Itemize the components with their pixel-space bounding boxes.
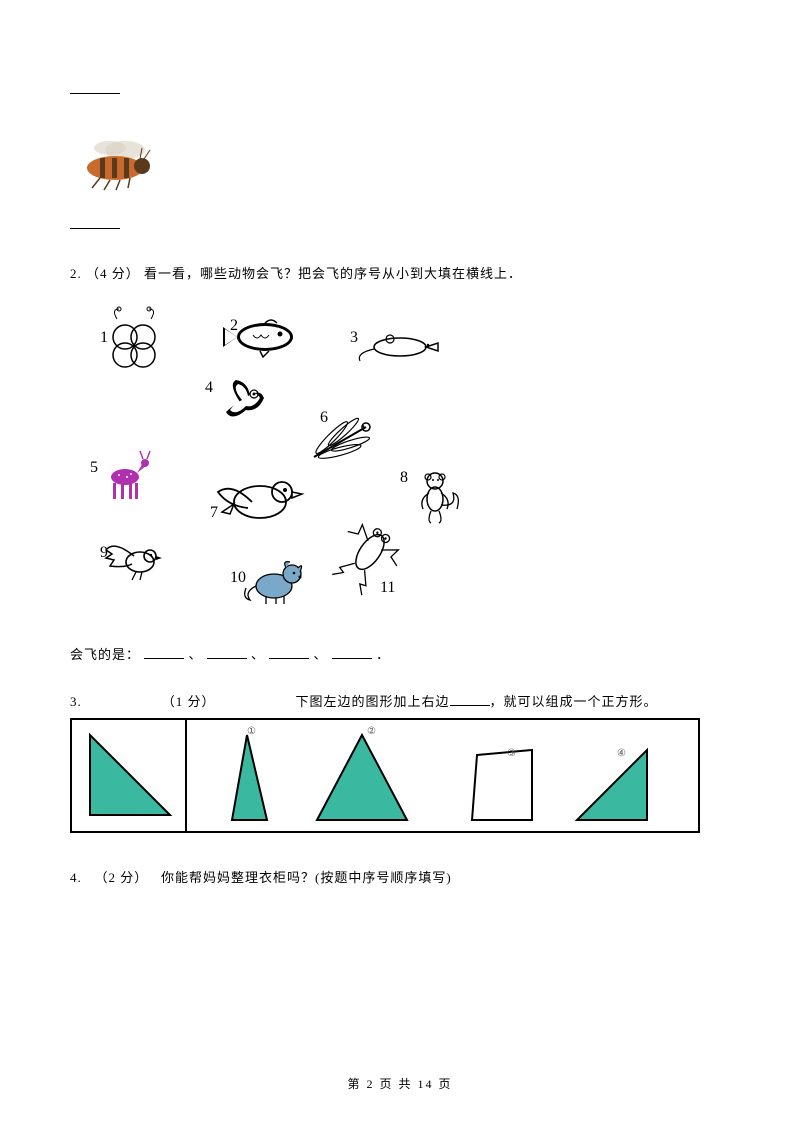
page-footer: 第 2 页 共 14 页 (0, 1075, 800, 1092)
q2-answer-line: 会飞的是： 、 、 、 ． (70, 644, 730, 663)
svg-text:10: 10 (230, 569, 246, 586)
q2-text: 看一看，哪些动物会飞？把会飞的序号从小到大填在横线上． (144, 266, 522, 281)
circled-1: ① (247, 726, 256, 737)
q4-num: 4. (70, 870, 82, 885)
q3-points: （1 分） (162, 691, 216, 710)
svg-text:8: 8 (400, 469, 408, 486)
circled-2: ② (367, 726, 376, 737)
shape-right-cell: ① ② ③ ④ (187, 720, 698, 831)
q4-points: （2 分） (95, 870, 149, 885)
bee-blank-line (70, 215, 730, 233)
animals-diagram: 1 2 3 (80, 302, 730, 616)
shape-left-cell (72, 720, 187, 831)
svg-text:6: 6 (320, 409, 328, 426)
svg-text:1: 1 (100, 329, 108, 346)
q2-num: 2. (70, 266, 82, 281)
question-2: 2. （4 分） 看一看，哪些动物会飞？把会飞的序号从小到大填在横线上． (70, 263, 730, 282)
q3-text-b: ，就可以组成一个正方形。 (490, 691, 658, 710)
shapes-box: ① ② ③ ④ (70, 718, 700, 833)
q4-text: 你能帮妈妈整理衣柜吗？(按题中序号顺序填写) (161, 870, 452, 885)
q2-answer-label: 会飞的是： (70, 647, 140, 662)
bee-image (70, 138, 730, 197)
circled-4: ④ (617, 748, 626, 759)
svg-text:4: 4 (205, 379, 213, 396)
circled-3: ③ (507, 748, 516, 759)
question-3: 3. （1 分） 下图左边的图形加上右边 ，就可以组成一个正方形。 (70, 691, 730, 710)
question-4: 4. （2 分） 你能帮妈妈整理衣柜吗？(按题中序号顺序填写) (70, 867, 730, 886)
svg-text:11: 11 (380, 579, 395, 596)
svg-text:3: 3 (350, 329, 358, 346)
q2-points: （4 分） (86, 266, 140, 281)
svg-text:7: 7 (210, 504, 218, 521)
top-blank-line (70, 80, 730, 98)
q3-num: 3. (70, 694, 82, 710)
svg-text:2: 2 (230, 317, 238, 334)
svg-text:5: 5 (90, 459, 98, 476)
q3-text-a: 下图左边的图形加上右边 (296, 691, 450, 710)
